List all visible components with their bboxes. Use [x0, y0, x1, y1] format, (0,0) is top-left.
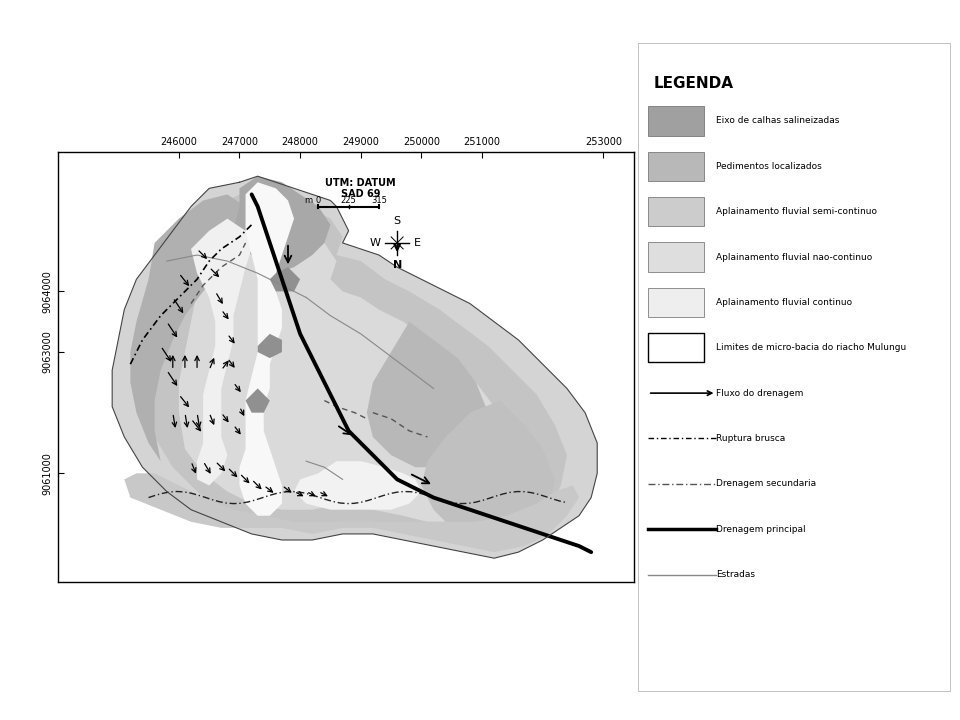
Text: Drenagem secundaria: Drenagem secundaria — [716, 480, 817, 488]
Text: E: E — [414, 238, 421, 248]
Text: Drenagem principal: Drenagem principal — [716, 525, 806, 534]
Polygon shape — [246, 388, 270, 413]
Polygon shape — [270, 267, 300, 292]
FancyBboxPatch shape — [648, 243, 704, 271]
FancyBboxPatch shape — [648, 152, 704, 181]
Text: 315: 315 — [371, 196, 387, 205]
Text: Eixo de calhas salineizadas: Eixo de calhas salineizadas — [716, 117, 840, 125]
Text: Pedimentos localizados: Pedimentos localizados — [716, 162, 822, 171]
FancyBboxPatch shape — [648, 288, 704, 317]
FancyBboxPatch shape — [648, 333, 704, 362]
Text: W: W — [370, 238, 380, 248]
Polygon shape — [142, 189, 567, 540]
Polygon shape — [367, 322, 488, 467]
Text: Limites de micro-bacia do riacho Mulungu: Limites de micro-bacia do riacho Mulungu — [716, 343, 906, 352]
Text: UTM: DATUM
SAD 69: UTM: DATUM SAD 69 — [325, 178, 396, 199]
Text: Aplainamento fluvial nao-continuo: Aplainamento fluvial nao-continuo — [716, 253, 873, 261]
Polygon shape — [131, 194, 257, 462]
Text: Ruptura brusca: Ruptura brusca — [716, 434, 785, 443]
Polygon shape — [294, 462, 421, 510]
Polygon shape — [421, 400, 555, 546]
Polygon shape — [239, 182, 294, 516]
Text: S: S — [394, 216, 400, 226]
Text: Aplainamento fluvial semi-continuo: Aplainamento fluvial semi-continuo — [716, 207, 877, 216]
Text: m: m — [304, 196, 312, 205]
FancyBboxPatch shape — [648, 107, 704, 135]
Text: Aplainamento fluvial continuo: Aplainamento fluvial continuo — [716, 298, 852, 307]
Polygon shape — [233, 176, 330, 273]
FancyBboxPatch shape — [648, 197, 704, 226]
Text: 225: 225 — [341, 196, 356, 205]
Polygon shape — [191, 219, 252, 485]
Polygon shape — [124, 473, 579, 552]
Text: 0: 0 — [316, 196, 321, 205]
Text: LEGENDA: LEGENDA — [654, 76, 734, 91]
Text: Fluxo do drenagem: Fluxo do drenagem — [716, 389, 804, 397]
Text: Estradas: Estradas — [716, 570, 756, 579]
Text: N: N — [393, 260, 402, 270]
Polygon shape — [257, 334, 282, 358]
Polygon shape — [112, 176, 597, 558]
Polygon shape — [179, 212, 506, 522]
